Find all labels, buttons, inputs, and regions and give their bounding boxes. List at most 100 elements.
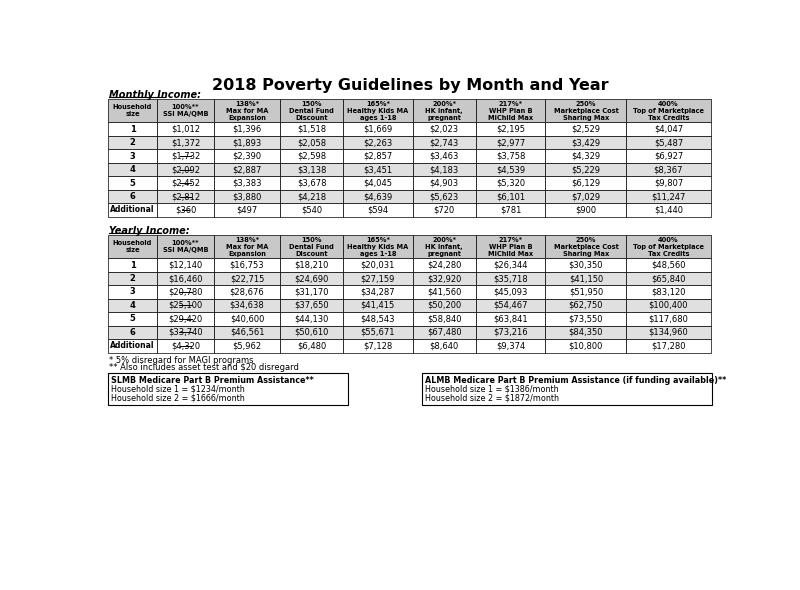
Bar xyxy=(108,190,157,203)
Bar xyxy=(343,258,413,272)
Bar xyxy=(546,149,626,163)
Bar xyxy=(214,203,280,217)
Bar xyxy=(626,203,710,217)
Text: 100%**
SSI MA/QMB: 100%** SSI MA/QMB xyxy=(162,240,208,253)
Bar xyxy=(214,190,280,203)
Bar xyxy=(157,326,214,339)
Bar xyxy=(343,122,413,136)
Text: $48,560: $48,560 xyxy=(651,261,686,270)
Text: $7,029: $7,029 xyxy=(571,192,601,201)
Bar xyxy=(214,285,280,299)
Text: $2,263: $2,263 xyxy=(363,138,393,147)
Text: Household
size: Household size xyxy=(113,240,152,253)
Text: $5,229: $5,229 xyxy=(571,165,600,174)
Bar xyxy=(157,272,214,285)
Text: $27,159: $27,159 xyxy=(361,274,395,283)
Text: $6,129: $6,129 xyxy=(571,179,601,188)
Text: $26,344: $26,344 xyxy=(494,261,528,270)
Bar xyxy=(413,190,475,203)
Bar xyxy=(280,326,343,339)
Bar xyxy=(475,235,546,258)
Bar xyxy=(108,373,348,405)
Bar xyxy=(157,176,214,190)
Text: $4,329: $4,329 xyxy=(571,152,601,160)
Text: 165%*
Healthy Kids MA
ages 1-18: 165%* Healthy Kids MA ages 1-18 xyxy=(347,237,409,257)
Text: $1,669: $1,669 xyxy=(363,124,393,133)
Bar xyxy=(157,258,214,272)
Bar xyxy=(280,163,343,176)
Bar xyxy=(475,99,546,122)
Text: $40,600: $40,600 xyxy=(230,314,264,323)
Text: $3,880: $3,880 xyxy=(232,192,262,201)
Bar xyxy=(546,136,626,149)
Bar xyxy=(626,312,710,326)
Bar xyxy=(108,99,157,122)
Text: $46,561: $46,561 xyxy=(230,328,264,337)
Bar xyxy=(157,285,214,299)
Text: $34,638: $34,638 xyxy=(230,301,265,310)
Text: 217%*
WHP Plan B
MiChild Max: 217%* WHP Plan B MiChild Max xyxy=(488,101,533,121)
Text: Household size 2 = $1872/month: Household size 2 = $1872/month xyxy=(425,394,558,402)
Bar xyxy=(546,176,626,190)
Text: $2,977: $2,977 xyxy=(496,138,525,147)
Bar xyxy=(413,163,475,176)
Text: $50,200: $50,200 xyxy=(427,301,462,310)
Bar xyxy=(280,136,343,149)
Text: $2,529: $2,529 xyxy=(571,124,600,133)
Bar xyxy=(422,373,712,405)
Bar xyxy=(475,136,546,149)
Text: Household size 1 = $1386/month: Household size 1 = $1386/month xyxy=(425,385,558,394)
Bar xyxy=(475,190,546,203)
Text: $51,950: $51,950 xyxy=(569,287,603,297)
Text: $5,623: $5,623 xyxy=(430,192,459,201)
Bar xyxy=(546,339,626,353)
Text: $32,920: $32,920 xyxy=(427,274,462,283)
Bar xyxy=(626,339,710,353)
Text: $6,101: $6,101 xyxy=(496,192,525,201)
Bar xyxy=(280,176,343,190)
Bar xyxy=(413,176,475,190)
Text: $18,210: $18,210 xyxy=(294,261,329,270)
Bar xyxy=(214,163,280,176)
Bar xyxy=(413,258,475,272)
Bar xyxy=(343,272,413,285)
Text: $22,715: $22,715 xyxy=(230,274,264,283)
Text: 200%*
HK infant,
pregnant: 200%* HK infant, pregnant xyxy=(426,237,463,257)
Bar xyxy=(108,326,157,339)
Bar xyxy=(546,190,626,203)
Bar xyxy=(214,339,280,353)
Bar xyxy=(280,339,343,353)
Text: $6,927: $6,927 xyxy=(654,152,683,160)
Text: $2,058: $2,058 xyxy=(297,138,326,147)
Text: $35,718: $35,718 xyxy=(494,274,528,283)
Text: $720: $720 xyxy=(434,205,455,215)
Bar xyxy=(626,176,710,190)
Bar xyxy=(280,272,343,285)
Text: $11,247: $11,247 xyxy=(651,192,686,201)
Bar xyxy=(413,122,475,136)
Text: Monthly Income:: Monthly Income: xyxy=(110,90,202,100)
Bar xyxy=(214,326,280,339)
Bar xyxy=(413,136,475,149)
Bar xyxy=(108,299,157,312)
Bar xyxy=(475,149,546,163)
Text: $1,518: $1,518 xyxy=(297,124,326,133)
Text: 138%*
Max for MA
Expansion: 138%* Max for MA Expansion xyxy=(226,101,268,121)
Text: $4,218: $4,218 xyxy=(297,192,326,201)
Bar xyxy=(475,326,546,339)
Bar xyxy=(413,272,475,285)
Text: Additional: Additional xyxy=(110,342,154,350)
Bar xyxy=(546,203,626,217)
Bar xyxy=(626,235,710,258)
Bar xyxy=(157,235,214,258)
Bar xyxy=(214,258,280,272)
Text: Yearly Income:: Yearly Income: xyxy=(110,226,190,236)
Bar xyxy=(280,258,343,272)
Text: $497: $497 xyxy=(237,205,258,215)
Bar xyxy=(413,339,475,353)
Bar xyxy=(108,122,157,136)
Text: Household
size: Household size xyxy=(113,104,152,117)
Text: $17,280: $17,280 xyxy=(651,342,686,350)
Text: $83,120: $83,120 xyxy=(651,287,686,297)
Text: $55,671: $55,671 xyxy=(361,328,395,337)
